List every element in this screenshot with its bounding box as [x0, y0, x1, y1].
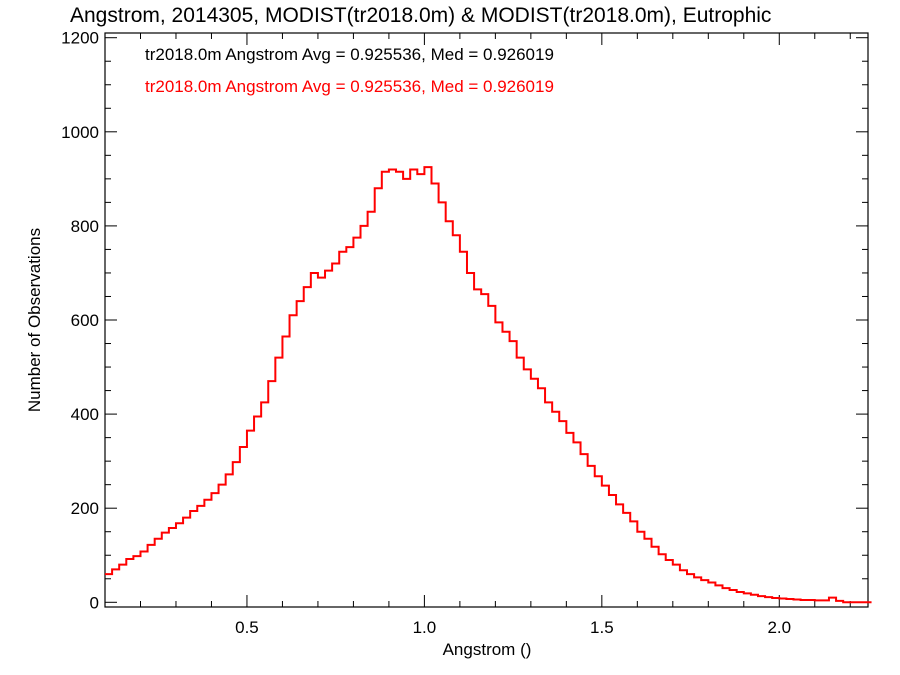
x-tick-label: 1.5	[590, 618, 614, 637]
y-axis-label: Number of Observations	[25, 228, 44, 412]
annotation-black: tr2018.0m Angstrom Avg = 0.925536, Med =…	[145, 45, 554, 64]
plot-frame	[104, 32, 869, 608]
y-tick-label: 400	[71, 405, 99, 424]
y-tick-label: 1000	[61, 123, 99, 142]
y-tick-label: 0	[90, 593, 99, 612]
x-tick-label: 2.0	[767, 618, 791, 637]
x-tick-label: 0.5	[235, 618, 259, 637]
x-tick-label: 1.0	[413, 618, 437, 637]
y-tick-label: 800	[71, 217, 99, 236]
y-tick-label: 200	[71, 499, 99, 518]
plot-area: 0 200 400 600 800 1000 1200 0.5 1.0 1.5 2.0	[61, 29, 872, 637]
x-axis-label: Angstrom ()	[443, 640, 532, 659]
histogram-series-line	[105, 166, 872, 604]
y-tick-label: 1200	[61, 29, 99, 48]
annotation-red: tr2018.0m Angstrom Avg = 0.925536, Med =…	[145, 77, 554, 96]
y-tick-label: 600	[71, 311, 99, 330]
chart-title: Angstrom, 2014305, MODIST(tr2018.0m) & M…	[70, 4, 771, 27]
